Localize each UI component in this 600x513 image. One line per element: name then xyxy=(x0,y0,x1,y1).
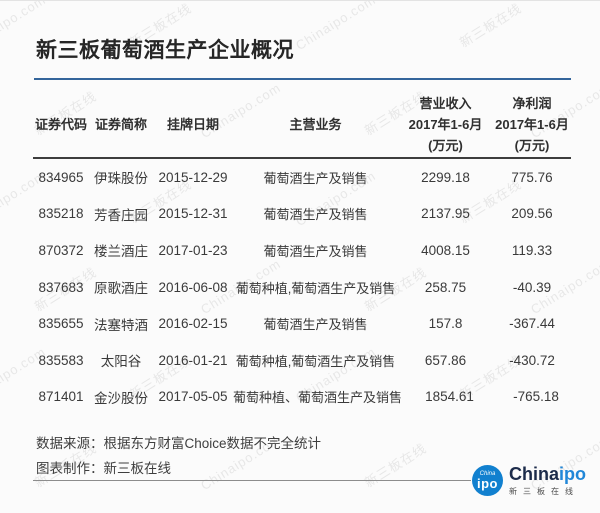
table-cell: 伊珠股份 xyxy=(94,171,148,187)
column-header-line: (万元) xyxy=(514,138,550,153)
table-cell: 258.75 xyxy=(424,279,467,295)
table-cell: 657.86 xyxy=(424,352,467,368)
column-header-line: 营业收入 xyxy=(419,96,472,111)
table-cell: 870372 xyxy=(38,242,84,258)
column-header-line xyxy=(153,135,233,156)
title-underline xyxy=(34,78,571,80)
table-cell: 2015-12-29 xyxy=(158,169,228,185)
table-cell: 2015-12-31 xyxy=(158,206,228,222)
table-cell: 775.76 xyxy=(511,169,553,185)
column-header-line: 2017年1-6月 xyxy=(408,117,483,132)
column-header-5: 净利润 2017年1-6月 (万元) xyxy=(493,93,571,156)
header-divider xyxy=(33,157,571,159)
table-row: 835218 芳香庄园 2015-12-31 葡萄酒生产及销售 2137.95 209.5… xyxy=(33,196,571,233)
badge-main-text: ipo xyxy=(477,476,498,491)
table-cell: 原歌酒庄 xyxy=(94,281,148,297)
chinaipo-logo: China ipo Chinaipo 新三板在线 xyxy=(472,465,586,497)
table-cell: 金沙股份 xyxy=(94,390,148,406)
table-cell: 1854.61 xyxy=(425,389,474,405)
table-cell: 葡萄酒生产及销售 xyxy=(263,207,368,223)
table-cell: 209.56 xyxy=(511,206,553,222)
column-header-line xyxy=(153,93,233,114)
column-header-line xyxy=(33,93,89,114)
table-cell: 4008.15 xyxy=(421,242,470,258)
table-body: 834965 伊珠股份 2015-12-29 葡萄酒生产及销售 2299.18 775.7… xyxy=(33,159,571,415)
watermark-text: 新三板在线 xyxy=(456,0,525,51)
table-cell: 芳香庄园 xyxy=(94,207,148,223)
table-cell: 葡萄酒生产及销售 xyxy=(263,243,368,259)
column-header-line xyxy=(33,135,89,156)
page-title: 新三板葡萄酒生产企业概况 xyxy=(36,39,294,62)
table-cell: 871401 xyxy=(38,389,84,405)
column-header-2: 挂牌日期 xyxy=(153,93,233,156)
table-cell: 2137.95 xyxy=(421,206,470,222)
table-cell: -430.72 xyxy=(509,352,555,368)
table-row: 835655 法塞特酒 2016-02-15 葡萄酒生产及销售 157.8 -367.44 xyxy=(33,305,571,342)
footer-divider xyxy=(33,480,471,481)
table-row: 871401 金沙股份 2017-05-05 葡萄种植、葡萄酒生产及销售 1854.61… xyxy=(33,379,571,416)
column-header-4: 营业收入 2017年1-6月 (万元) xyxy=(398,93,493,156)
column-header-3: 主营业务 xyxy=(233,93,398,156)
table-cell: 835583 xyxy=(38,352,84,368)
badge-top-text: China xyxy=(479,471,496,477)
column-header-line xyxy=(233,135,398,156)
table-cell: 2299.18 xyxy=(421,169,470,185)
table-row: 837683 原歌酒庄 2016-06-08 葡萄种植,葡萄酒生产及销售 258.75 -… xyxy=(33,269,571,306)
table-cell: 157.8 xyxy=(428,316,463,332)
table-cell: 葡萄种植,葡萄酒生产及销售 xyxy=(235,353,396,369)
brand-name-part2: ipo xyxy=(559,464,587,484)
logo-text-block: Chinaipo 新三板在线 xyxy=(509,465,586,497)
table-cell: -765.18 xyxy=(513,389,559,405)
column-header-line xyxy=(89,135,153,156)
column-header-line: 证券代码 xyxy=(34,117,87,132)
column-header-line: 主营业务 xyxy=(289,117,342,132)
column-header-line: 净利润 xyxy=(512,96,552,111)
table-cell: 葡萄酒生产及销售 xyxy=(263,317,368,333)
table-cell: 2016-02-15 xyxy=(158,316,228,332)
credit-note: 图表制作：新三板在线 xyxy=(36,461,171,476)
column-header-line: 2017年1-6月 xyxy=(495,117,569,132)
column-header-0: 证券代码 xyxy=(33,93,89,156)
table-cell: 葡萄种植、葡萄酒生产及销售 xyxy=(233,390,403,406)
table-cell: 837683 xyxy=(38,279,84,295)
brand-tagline: 新三板在线 xyxy=(509,487,579,496)
table-cell: 834965 xyxy=(38,169,84,185)
brand-name: Chinaipo xyxy=(509,465,586,484)
table-cell: 楼兰酒庄 xyxy=(94,244,148,260)
brand-name-part1: China xyxy=(509,464,560,484)
watermark-text: 新三板在线 xyxy=(361,440,430,491)
table-cell: 2017-05-05 xyxy=(158,389,228,405)
table-row: 834965 伊珠股份 2015-12-29 葡萄酒生产及销售 2299.18 775.7… xyxy=(33,159,571,196)
column-header-line: 挂牌日期 xyxy=(166,117,219,132)
table-cell: 2016-06-08 xyxy=(158,279,228,295)
table-cell: 太阳谷 xyxy=(100,354,142,370)
table-cell: -40.39 xyxy=(512,279,552,295)
table-cell: 法塞特酒 xyxy=(94,317,148,333)
column-header-1: 证券简称 xyxy=(89,93,153,156)
table-cell: 2017-01-23 xyxy=(158,242,228,258)
source-note: 数据来源：根据东方财富Choice数据不完全统计 xyxy=(36,436,322,451)
table-row: 870372 楼兰酒庄 2017-01-23 葡萄酒生产及销售 4008.15 119.3… xyxy=(33,232,571,269)
table-cell: 835218 xyxy=(38,206,84,222)
footer-notes: 数据来源：根据东方财富Choice数据不完全统计 图表制作：新三板在线 xyxy=(36,431,321,481)
table-cell: 2016-01-21 xyxy=(158,352,228,368)
watermark-text: Chinaipo.com xyxy=(292,0,379,54)
table-cell: 119.33 xyxy=(511,242,553,258)
table-cell: 葡萄酒生产及销售 xyxy=(263,170,368,186)
table-header-row: 证券代码 证券简称 挂牌日期 主营业务 营业收入 2017年1-6月 (万元) 净利润 2017… xyxy=(33,93,571,156)
column-header-line: (万元) xyxy=(428,138,463,153)
table-cell: 835655 xyxy=(38,316,84,332)
table-cell: 葡萄种植,葡萄酒生产及销售 xyxy=(235,280,396,296)
table-row: 835583 太阳谷 2016-01-21 葡萄种植,葡萄酒生产及销售 657.86 -4… xyxy=(33,342,571,379)
table-cell: -367.44 xyxy=(509,316,555,332)
chinaipo-badge-icon: China ipo xyxy=(472,465,503,496)
column-header-line: 证券简称 xyxy=(94,117,147,132)
column-header-line xyxy=(233,93,398,114)
column-header-line xyxy=(89,93,153,114)
